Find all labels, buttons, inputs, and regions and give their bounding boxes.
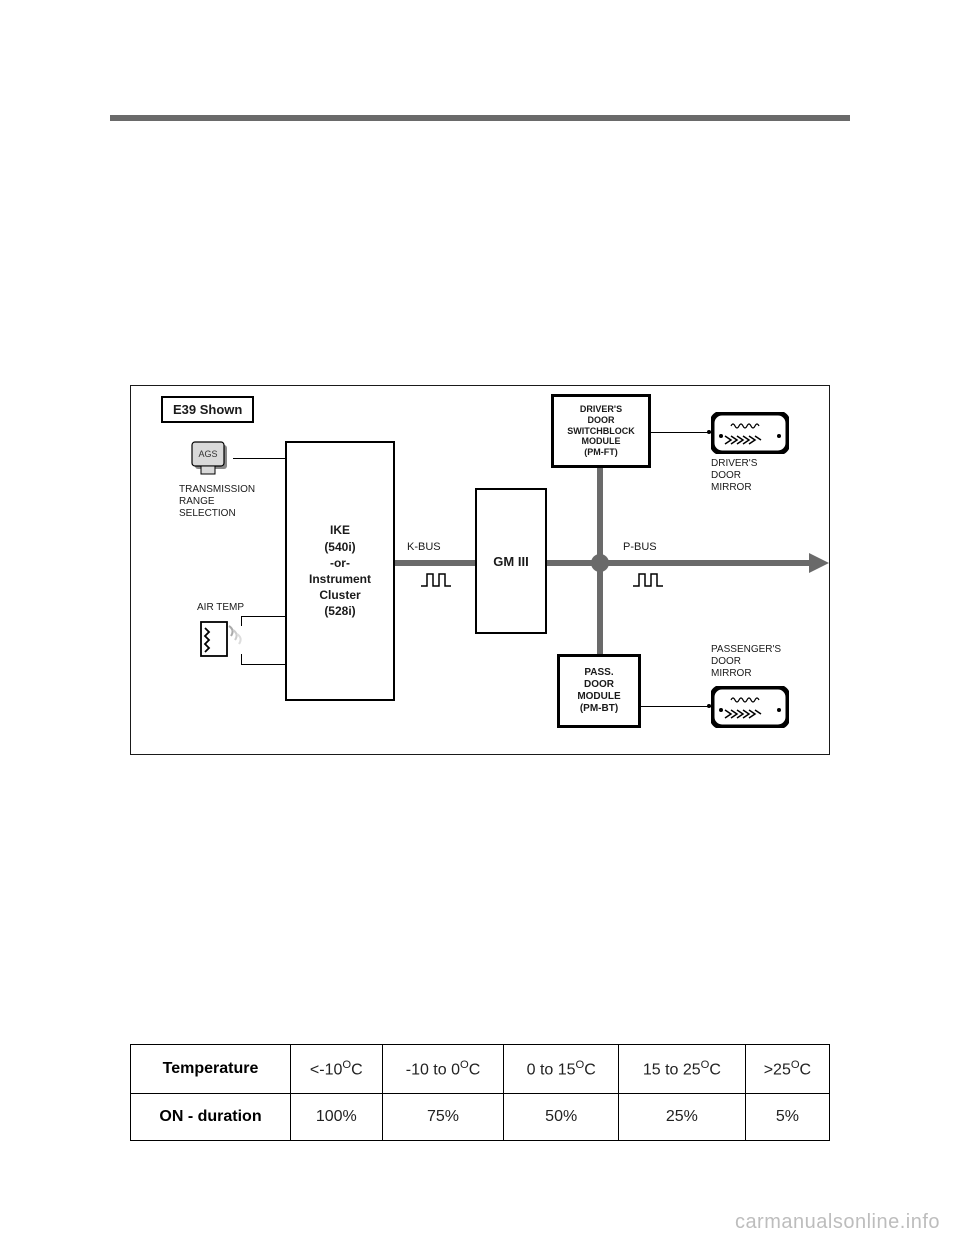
table-cell: 50% bbox=[504, 1094, 618, 1141]
pass-mirror-conn bbox=[641, 706, 711, 707]
table-cell: 75% bbox=[382, 1094, 504, 1141]
pbus-pulse-icon bbox=[631, 570, 675, 590]
driver-door-module-box: DRIVER'S DOOR SWITCHBLOCK MODULE (PM-FT) bbox=[551, 394, 651, 468]
airtemp-conn-bot bbox=[241, 664, 285, 665]
table-cell: 25% bbox=[618, 1094, 745, 1141]
pbus-label: P-BUS bbox=[623, 541, 657, 553]
pass-door-module-box: PASS. DOOR MODULE (PM-BT) bbox=[557, 654, 641, 728]
header-rule bbox=[110, 115, 850, 121]
ags-caption: TRANSMISSION RANGE SELECTION bbox=[179, 484, 255, 520]
table-row: ON - duration 100% 75% 50% 25% 5% bbox=[131, 1094, 830, 1141]
row-header-dur: ON - duration bbox=[131, 1094, 291, 1141]
diagram-title-box: E39 Shown bbox=[161, 396, 254, 423]
driver-mirror-label: DRIVER'S DOOR MIRROR bbox=[711, 458, 757, 494]
driver-mirror-heater-icon bbox=[711, 412, 789, 454]
table-cell: 15 to 25OC bbox=[618, 1045, 745, 1094]
pass-mirror-label: PASSENGER'S DOOR MIRROR bbox=[711, 644, 781, 680]
watermark: carmanualsonline.info bbox=[735, 1211, 940, 1234]
pbus-branch-top bbox=[597, 466, 603, 556]
ike-module-box: IKE (540i) -or- Instrument Cluster (528i… bbox=[285, 441, 395, 701]
table-cell: 0 to 15OC bbox=[504, 1045, 618, 1094]
pbus-arrow-icon bbox=[809, 553, 829, 573]
pbus-line bbox=[547, 560, 813, 566]
gm-module-box: GM III bbox=[475, 488, 547, 634]
airtemp-conn-v1 bbox=[241, 616, 242, 626]
diagram-container: E39 Shown AGS TRANSMISSION RANGE SELECTI… bbox=[130, 385, 830, 755]
row-header-temp: Temperature bbox=[131, 1045, 291, 1094]
ags-connector bbox=[233, 458, 285, 459]
airtemp-conn-v2 bbox=[241, 654, 242, 664]
table-cell: 100% bbox=[291, 1094, 383, 1141]
svg-text:AGS: AGS bbox=[198, 449, 217, 459]
air-temp-label: AIR TEMP bbox=[197, 602, 244, 613]
ags-icon: AGS bbox=[189, 441, 233, 477]
pbus-branch-bot bbox=[597, 570, 603, 656]
kbus-label: K-BUS bbox=[407, 541, 441, 553]
table-cell: -10 to 0OC bbox=[382, 1045, 504, 1094]
air-temp-sensor-icon bbox=[199, 616, 245, 664]
airtemp-conn-top bbox=[241, 616, 285, 617]
driver-mirror-conn bbox=[651, 432, 711, 433]
table-cell: 5% bbox=[745, 1094, 829, 1141]
temperature-duration-table: Temperature <-10OC -10 to 0OC 0 to 15OC … bbox=[130, 1044, 830, 1141]
pass-mirror-heater-icon bbox=[711, 686, 789, 728]
kbus-pulse-icon bbox=[419, 570, 463, 590]
table-cell: <-10OC bbox=[291, 1045, 383, 1094]
table-cell: >25OC bbox=[745, 1045, 829, 1094]
kbus-line bbox=[395, 560, 475, 566]
table-row: Temperature <-10OC -10 to 0OC 0 to 15OC … bbox=[131, 1045, 830, 1094]
